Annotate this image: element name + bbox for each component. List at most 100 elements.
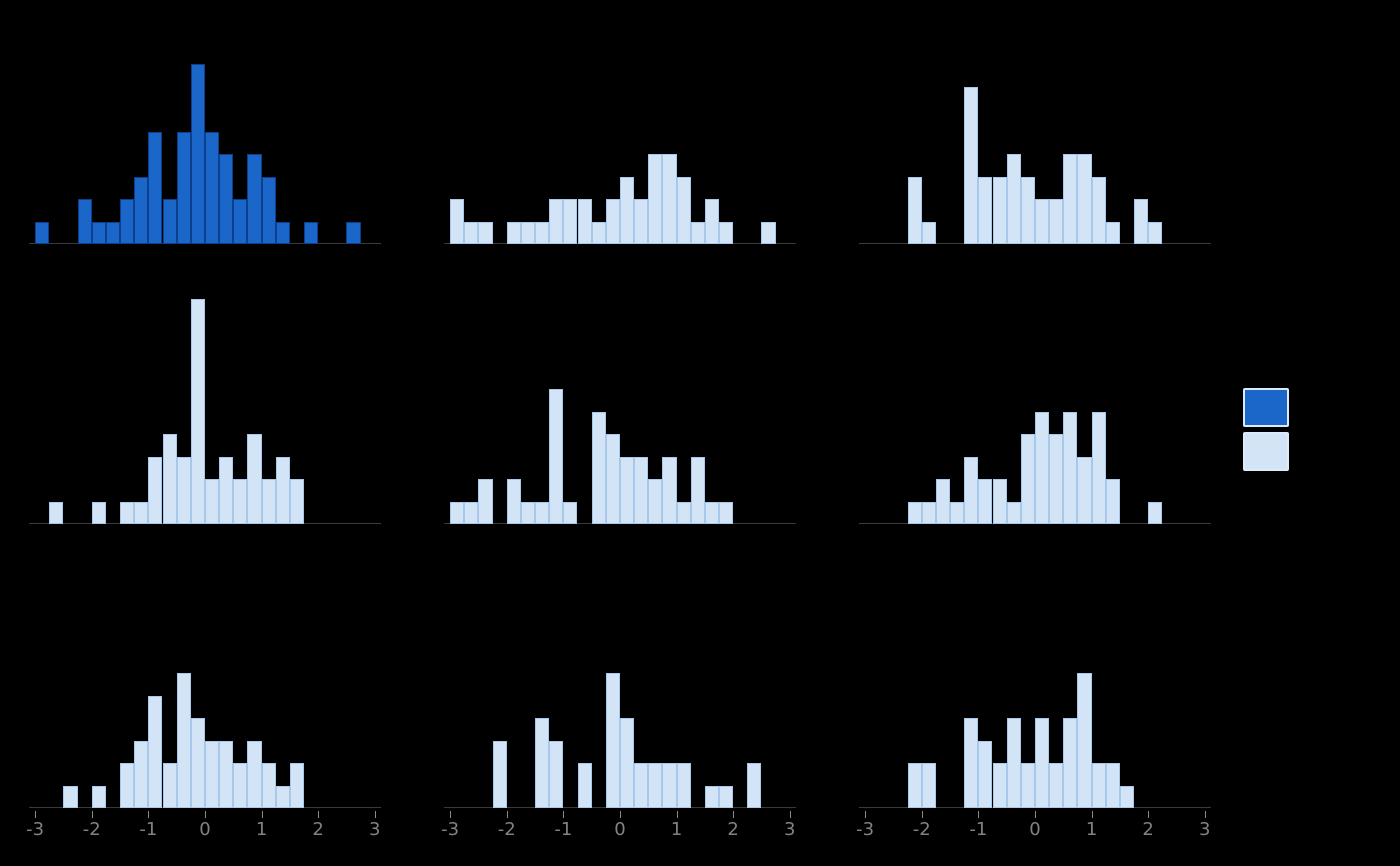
histogram-bar bbox=[478, 221, 493, 244]
x-axis-col3: -3 -2 -1 0 1 2 3 bbox=[851, 808, 1219, 860]
histogram-panel-row2-col3 bbox=[851, 288, 1219, 524]
histogram-bar bbox=[233, 479, 248, 524]
histogram-bar bbox=[120, 199, 135, 244]
histogram-bar bbox=[992, 763, 1007, 808]
histogram-bar bbox=[591, 221, 606, 244]
x-axis-tick bbox=[318, 811, 320, 818]
x-axis-col2: -3 -2 -1 0 1 2 3 bbox=[436, 808, 804, 860]
histogram-bar bbox=[233, 199, 248, 244]
histogram-bar bbox=[346, 221, 361, 244]
histogram-panel-row3-col3 bbox=[851, 572, 1219, 808]
histogram-bar bbox=[77, 199, 92, 244]
histogram-bar bbox=[120, 501, 135, 524]
histogram-bar bbox=[91, 501, 106, 524]
histogram-bar bbox=[176, 673, 191, 808]
histogram-bar bbox=[148, 131, 163, 244]
histogram-bar bbox=[162, 199, 177, 244]
x-axis-tick bbox=[148, 811, 150, 818]
x-axis-tick-label: -3 bbox=[856, 819, 875, 840]
histogram-bar bbox=[964, 718, 979, 808]
x-axis-tick bbox=[789, 811, 791, 818]
histogram-bar bbox=[921, 501, 936, 524]
x-axis-tick-label: 3 bbox=[1199, 819, 1211, 840]
x-axis-tick-label: 0 bbox=[1029, 819, 1041, 840]
x-axis-tick bbox=[978, 811, 980, 818]
histogram-bar bbox=[549, 740, 564, 808]
legend-swatch-light-series bbox=[1243, 432, 1289, 471]
histogram-panel-row2-col1 bbox=[21, 288, 389, 524]
histogram-bar bbox=[634, 456, 649, 524]
histogram-bar bbox=[662, 456, 677, 524]
histogram-bar bbox=[676, 763, 691, 808]
histogram-bar bbox=[577, 763, 592, 808]
histogram-bar bbox=[91, 785, 106, 808]
x-axis-tick-label: -2 bbox=[912, 819, 931, 840]
x-axis-tick-label: -1 bbox=[554, 819, 573, 840]
x-axis-tick bbox=[1034, 811, 1036, 818]
legend bbox=[1243, 388, 1289, 471]
histogram-bar bbox=[261, 479, 276, 524]
histogram-bar bbox=[120, 763, 135, 808]
histogram-panel-row1-col1 bbox=[21, 8, 389, 244]
histogram-bar bbox=[690, 221, 705, 244]
x-axis-tick-label: -3 bbox=[26, 819, 45, 840]
histogram-bar bbox=[134, 501, 149, 524]
histogram-bar bbox=[591, 411, 606, 524]
histogram-bar bbox=[261, 763, 276, 808]
histogram-bar bbox=[1105, 221, 1120, 244]
x-axis-tick-label: 2 bbox=[312, 819, 324, 840]
histogram-bar bbox=[719, 221, 734, 244]
x-axis-tick bbox=[1204, 811, 1206, 818]
histogram-bar bbox=[704, 785, 719, 808]
histogram-bar bbox=[1049, 199, 1064, 244]
x-axis-tick bbox=[506, 811, 508, 818]
histogram-bar bbox=[219, 154, 234, 244]
histogram-bar bbox=[719, 501, 734, 524]
histogram-bar bbox=[1091, 411, 1106, 524]
histogram-panel-row1-col2 bbox=[436, 8, 804, 244]
histogram-bar bbox=[1049, 763, 1064, 808]
histogram-bar bbox=[761, 221, 776, 244]
histogram-bar bbox=[247, 154, 262, 244]
x-axis-tick-label: -1 bbox=[969, 819, 988, 840]
histogram-bar bbox=[1091, 176, 1106, 244]
histogram-bar bbox=[648, 479, 663, 524]
histogram-bar bbox=[978, 479, 993, 524]
histogram-bar bbox=[605, 434, 620, 524]
histogram-bar bbox=[506, 221, 521, 244]
histogram-bar bbox=[676, 501, 691, 524]
histogram-bar bbox=[247, 740, 262, 808]
histogram-panel-row1-col3 bbox=[851, 8, 1219, 244]
histogram-bar bbox=[719, 785, 734, 808]
histogram-bar bbox=[162, 434, 177, 524]
histogram-bar bbox=[907, 763, 922, 808]
histogram-bar bbox=[704, 501, 719, 524]
x-axis-tick bbox=[1091, 811, 1093, 818]
histogram-bar bbox=[1119, 785, 1134, 808]
histogram-bar bbox=[1148, 501, 1163, 524]
histogram-bar bbox=[162, 763, 177, 808]
x-axis-tick bbox=[921, 811, 923, 818]
x-axis-tick bbox=[35, 811, 37, 818]
histogram-bar bbox=[520, 501, 536, 524]
histogram-bar bbox=[1020, 434, 1035, 524]
histogram-bar bbox=[619, 456, 635, 524]
histogram-bar bbox=[1034, 199, 1050, 244]
histogram-bar bbox=[704, 199, 719, 244]
histogram-bar bbox=[619, 718, 635, 808]
x-axis-tick-label: -1 bbox=[139, 819, 158, 840]
histogram-bar bbox=[907, 501, 922, 524]
histogram-bar bbox=[190, 718, 205, 808]
histogram-bar bbox=[1091, 763, 1106, 808]
histogram-bar bbox=[921, 763, 936, 808]
histogram-bar bbox=[464, 501, 479, 524]
histogram-bar bbox=[535, 221, 550, 244]
histogram-bar bbox=[1063, 154, 1078, 244]
histogram-panel-row3-col2 bbox=[436, 572, 804, 808]
histogram-bar bbox=[676, 176, 691, 244]
x-axis-tick-label: -2 bbox=[497, 819, 516, 840]
histogram-bar bbox=[1034, 718, 1050, 808]
histogram-bar bbox=[464, 221, 479, 244]
histogram-panel-row3-col1 bbox=[21, 572, 389, 808]
histogram-bar bbox=[289, 479, 304, 524]
